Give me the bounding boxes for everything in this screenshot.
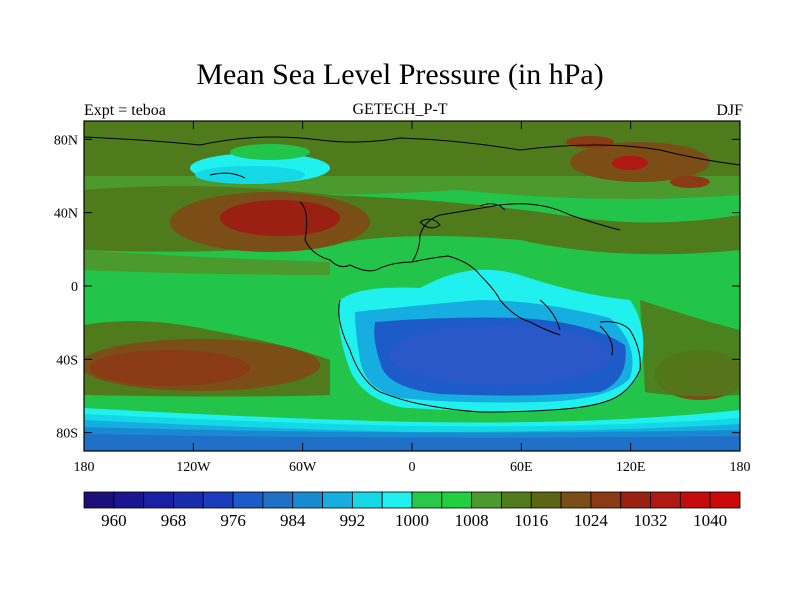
lon-tick-label: 180: [730, 460, 751, 475]
colorbar-box-17: [590, 491, 622, 509]
lon-tick-label: 0: [409, 460, 416, 475]
map-ticks: 80N 40N 0 40S 80S 180 120W 60W 0 60E 120E 180: [54, 121, 751, 475]
lat-tick-label: 40N: [54, 207, 78, 222]
lon-tick-label: 120E: [616, 460, 646, 475]
colorbar-box-9: [351, 491, 383, 509]
lat-tick-label: 40S: [56, 353, 78, 368]
colorbar-label: 976: [220, 511, 246, 530]
lon-tick-label: 180: [74, 460, 95, 475]
colorbar-box-10: [381, 491, 413, 509]
colorbar-label: 1000: [395, 511, 429, 530]
colorbar-box-18: [620, 491, 651, 509]
coastlines: [84, 136, 740, 413]
lon-tick-label: 60W: [289, 460, 317, 475]
colorbar-label: 968: [161, 511, 187, 530]
chart-subtitle: GETECH_P-T: [352, 101, 448, 118]
colorbar-label: 1008: [455, 511, 489, 530]
colorbar-label: 1040: [693, 511, 727, 530]
colorbar: 960 968 976 984 992 1000 1008 1016 1024 1032 1040: [83, 491, 741, 530]
north-pacific-high-core: [220, 200, 340, 236]
colorbar-label: 1024: [574, 511, 609, 530]
colorbar-box-16: [560, 491, 592, 509]
experiment-label: Expt = teboa: [84, 102, 166, 119]
colorbar-label: 1016: [514, 511, 548, 530]
colorbar-label: 984: [280, 511, 306, 530]
colorbar-box-21: [709, 491, 741, 509]
pressure-field: [84, 121, 740, 451]
colorbar-box-2: [143, 491, 174, 509]
colorbar-box-11: [411, 491, 443, 509]
colorbar-box-4: [202, 491, 234, 509]
chart-title: Mean Sea Level Pressure (in hPa): [196, 58, 604, 91]
colorbar-box-6: [262, 491, 294, 509]
lat-tick-label: 80N: [54, 133, 78, 148]
colorbar-box-0: [83, 491, 115, 509]
colorbar-box-12: [441, 491, 473, 509]
colorbar-box-14: [501, 491, 532, 509]
colorbar-box-15: [530, 491, 562, 509]
colorbar-box-1: [113, 491, 145, 509]
colorbar-box-5: [232, 491, 264, 509]
colorbar-label: 1032: [634, 511, 668, 530]
colorbar-box-8: [322, 491, 353, 509]
colorbar-box-7: [292, 491, 323, 509]
colorbar-label: 992: [340, 511, 366, 530]
season-label: DJF: [716, 102, 743, 119]
colorbar-box-3: [173, 491, 204, 509]
colorbar-box-19: [650, 491, 681, 509]
lon-tick-label: 120W: [176, 460, 211, 475]
colorbar-box-20: [679, 491, 711, 509]
lat-tick-label: 80S: [56, 427, 78, 442]
lat-tick-label: 0: [71, 280, 78, 295]
colorbar-box-13: [471, 491, 502, 509]
colorbar-label: 960: [101, 511, 127, 530]
lon-tick-label: 60E: [510, 460, 533, 475]
